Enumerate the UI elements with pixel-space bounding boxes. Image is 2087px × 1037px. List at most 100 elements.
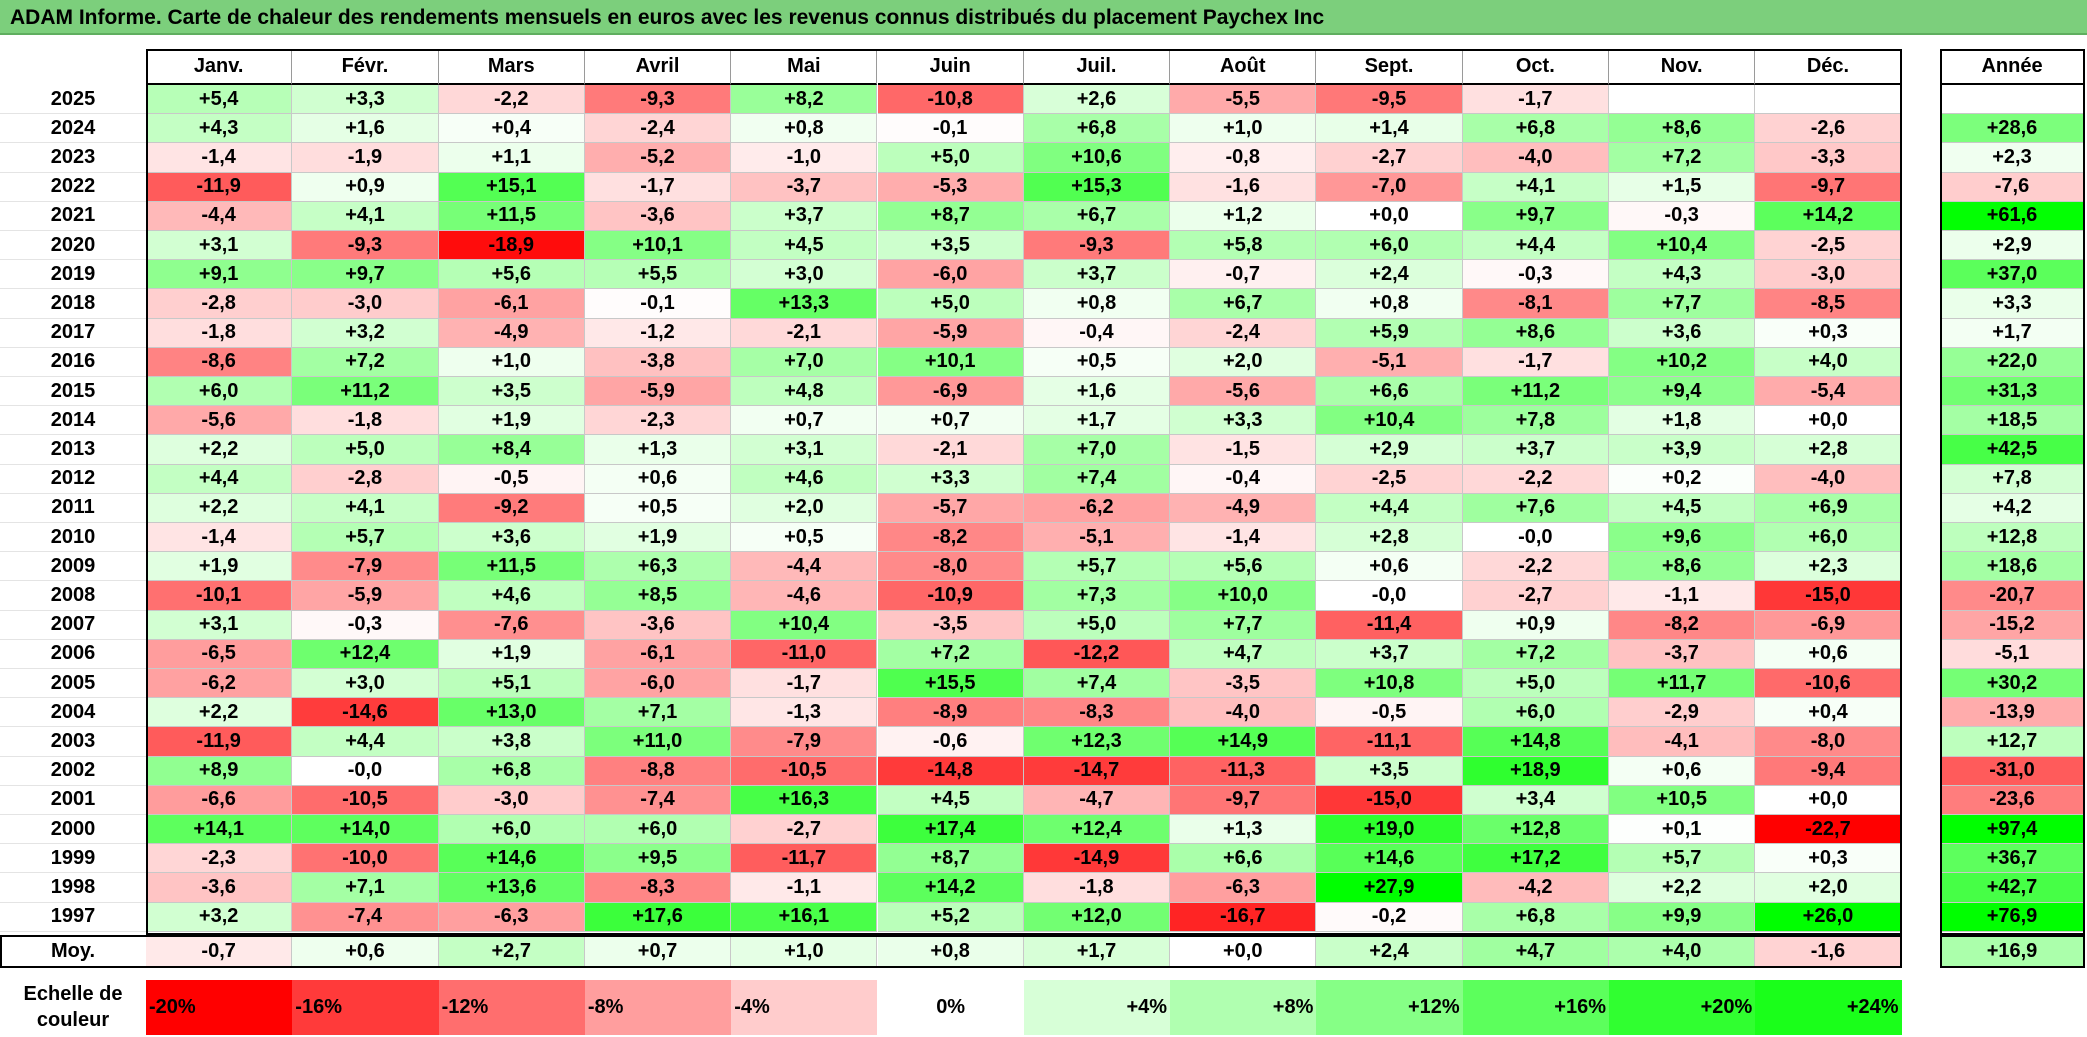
heatmap-cell: +2,9 [1316,435,1463,465]
heatmap-cell: +0,6 [584,464,732,494]
heatmap-cell: +2,2 [146,698,293,728]
heatmap-cell: +5,6 [438,260,585,290]
heatmap-cell [1755,85,1902,115]
heatmap-cell: +6,8 [438,756,585,786]
heatmap-cell: -0,4 [1170,464,1317,494]
heatmap-cell: +3,7 [731,201,878,231]
heatmap-cell: -9,3 [584,85,732,115]
heatmap-cell: +4,4 [1316,493,1463,523]
scale-label-line2: couleur [36,1009,110,1031]
heatmap-cell: +11,2 [292,377,439,407]
heatmap-cell: -0,3 [1462,260,1609,290]
year-label: 2024 [0,114,146,144]
heatmap-cell: +8,4 [438,435,585,465]
heatmap-cell: +1,3 [1170,815,1317,845]
heatmap-cell: -9,7 [1755,172,1902,202]
heatmap-cell: -10,5 [292,785,439,815]
heatmap-cell: +6,0 [584,815,732,845]
heatmap-cell: +7,3 [1023,581,1171,611]
annual-cell: +3,3 [1940,289,2085,319]
heatmap-cell: +4,5 [1609,493,1756,523]
heatmap-cell: +0,4 [438,114,585,144]
heatmap-cell: +2,0 [1755,873,1902,903]
heatmap-cell: +7,4 [1023,464,1171,494]
heatmap-cell: +5,6 [1170,552,1317,582]
heatmap-cell: +4,0 [1755,347,1902,377]
avg-cell: +2,7 [438,935,585,968]
heatmap-cell: -5,9 [877,318,1024,348]
heatmap-cell: -10,5 [731,756,878,786]
heatmap-cell: -10,8 [877,85,1024,115]
heatmap-cell: +3,9 [1609,435,1756,465]
heatmap-cell: +17,6 [584,902,732,932]
month-header: Août [1170,49,1317,85]
heatmap-cell: +0,6 [1316,552,1463,582]
heatmap-cell: -0,0 [1462,523,1609,553]
scale-step: +16% [1462,980,1609,1035]
heatmap-cell: +15,5 [877,669,1024,699]
month-header: Juin [877,49,1024,85]
heatmap-cell: -7,9 [731,727,878,757]
heatmap-cell: +7,7 [1170,610,1317,640]
heatmap-cell: +0,5 [731,523,878,553]
scale-step: -16% [292,980,439,1035]
year-column-header: Année [1940,49,2085,85]
heatmap-cell: +0,6 [1755,639,1902,669]
heatmap-cell: -16,7 [1170,902,1317,932]
year-label: 1999 [0,844,146,874]
heatmap-cell: -0,0 [1316,581,1463,611]
heatmap-cell: -5,6 [1170,377,1317,407]
year-label: 2001 [0,785,146,815]
annual-cell: +18,6 [1940,552,2085,582]
heatmap-cell: -0,5 [1316,698,1463,728]
heatmap-cell: +0,8 [1023,289,1171,319]
heatmap-cell: -5,6 [146,406,293,436]
heatmap-cell: +10,8 [1316,669,1463,699]
heatmap-cell: -0,6 [877,727,1024,757]
heatmap-cell: -7,6 [438,610,585,640]
year-label: 2010 [0,523,146,553]
heatmap-cell: +2,3 [1755,552,1902,582]
heatmap-cell: -8,6 [146,347,293,377]
heatmap-cell: -4,7 [1023,785,1171,815]
heatmap-cell: +4,1 [1462,172,1609,202]
heatmap-cell: +3,5 [438,377,585,407]
heatmap-cell: +8,7 [877,844,1024,874]
annual-cell: +97,4 [1940,815,2085,845]
heatmap-cell: -10,9 [877,581,1024,611]
heatmap-cell: -0,3 [292,610,439,640]
heatmap-cell: +2,0 [1170,347,1317,377]
heatmap-cell: +0,5 [584,493,732,523]
heatmap-cell: +10,5 [1609,785,1756,815]
heatmap-cell: -3,7 [1609,639,1756,669]
heatmap-cell: +18,9 [1462,756,1609,786]
heatmap-cell: +8,7 [877,201,1024,231]
heatmap-cell: +10,4 [1609,231,1756,261]
heatmap-cell: -2,3 [146,844,293,874]
scale-label: Echelle de couleur [0,981,146,1033]
heatmap-cell: +9,4 [1609,377,1756,407]
heatmap-cell: -6,3 [1170,873,1317,903]
heatmap-cell: +0,6 [1609,756,1756,786]
heatmap-cell: -4,4 [731,552,878,582]
annual-cell: +36,7 [1940,844,2085,874]
heatmap-cell: -11,1 [1316,727,1463,757]
heatmap-cell: -1,5 [1170,435,1317,465]
heatmap-cell: +4,8 [731,377,878,407]
heatmap-cell: -6,2 [1023,493,1171,523]
annual-cell: +42,5 [1940,435,2085,465]
heatmap-cell: +6,0 [1316,231,1463,261]
heatmap-cell: -1,1 [731,873,878,903]
heatmap-cell: -0,3 [1609,201,1756,231]
heatmap-cell: -1,3 [731,698,878,728]
heatmap-cell: -14,6 [292,698,439,728]
heatmap-cell: +27,9 [1316,873,1463,903]
year-label: 2012 [0,464,146,494]
heatmap-cell: +7,1 [292,873,439,903]
annual-cell: -20,7 [1940,581,2085,611]
heatmap-cell: +12,0 [1023,902,1171,932]
annual-cell: +22,0 [1940,347,2085,377]
heatmap-cell: -2,9 [1609,698,1756,728]
heatmap-cell: +3,4 [1462,785,1609,815]
heatmap-cell: +14,6 [1316,844,1463,874]
